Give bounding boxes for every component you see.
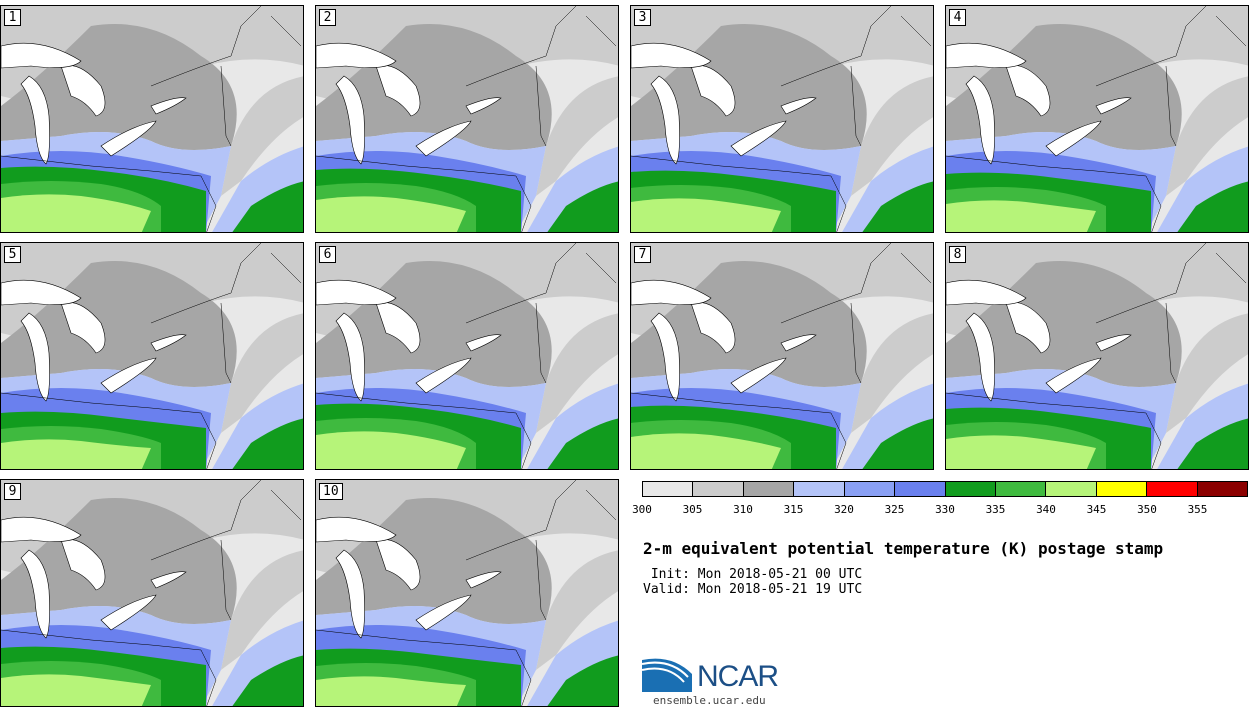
color-bar-tick-label: 315 [783,503,804,516]
color-bar-segment [895,482,946,496]
color-bar-tick-label: 300 [632,503,652,516]
stamp-panel: 2 [315,5,619,233]
color-bar-segment [1147,482,1198,496]
member-map [1,243,303,469]
member-map [631,6,933,232]
member-map [316,6,618,232]
stamp-panel: 8 [945,242,1249,470]
member-label: 5 [4,246,21,263]
color-bar-segment [643,482,694,496]
stamp-panel: 3 [630,5,934,233]
color-bar-segment [995,482,1047,496]
valid-time: Valid: Mon 2018-05-21 19 UTC [643,582,863,597]
color-bar-segment [693,482,744,496]
member-map [1,480,303,706]
init-time: Init: Mon 2018-05-21 00 UTC [643,567,863,582]
color-bar-tick-label: 350 [1137,503,1157,516]
member-label: 2 [319,9,336,26]
member-label: 8 [949,246,966,263]
color-bar-tick-label: 310 [733,503,753,516]
color-bar-tick-label: 325 [884,503,905,516]
color-bar-tick-label: 335 [985,503,1006,516]
stamp-panel: 7 [630,242,934,470]
color-bar-segment [794,482,845,496]
color-bar-segment [743,482,795,496]
member-label: 9 [4,483,21,500]
color-bar-tick-label: 355 [1187,503,1208,516]
stamp-panel: 4 [945,5,1249,233]
color-bar-segment [844,482,896,496]
stamp-panel: 1 [0,5,304,233]
member-map [946,243,1248,469]
member-label: 1 [4,9,21,26]
stamp-panel: 10 [315,479,619,707]
color-bar-tick-label: 305 [682,503,703,516]
member-map [1,6,303,232]
color-bar [642,481,1248,497]
logo-text: NCAR [697,660,779,693]
stamp-panel: 6 [315,242,619,470]
color-bar-tick-label: 340 [1036,503,1056,516]
member-map [631,243,933,469]
member-label: 10 [319,483,343,500]
logo-url: ensemble.ucar.edu [653,694,766,707]
color-bar-segment [945,482,996,496]
member-map [946,6,1248,232]
color-bar-tick-label: 345 [1086,503,1107,516]
stamp-panel: 9 [0,479,304,707]
color-bar-segment [1096,482,1148,496]
member-label: 7 [634,246,651,263]
stamp-panel: 5 [0,242,304,470]
member-label: 6 [319,246,336,263]
ncar-logo-icon [642,658,692,692]
color-bar-tick-label: 320 [834,503,854,516]
member-map [316,243,618,469]
member-map [316,480,618,706]
color-bar-tick-label: 330 [935,503,955,516]
member-label: 3 [634,9,651,26]
color-bar-segment [1046,482,1097,496]
figure-title: 2-m equivalent potential temperature (K)… [643,539,1164,558]
color-bar-segment [1197,482,1248,496]
member-label: 4 [949,9,966,26]
